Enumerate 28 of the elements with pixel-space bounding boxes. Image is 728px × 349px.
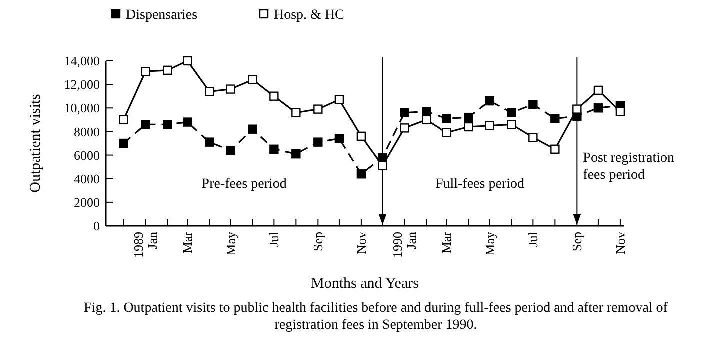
y-tick-label: 10,000 xyxy=(64,100,100,116)
x-tick-label: Nov xyxy=(354,232,369,254)
x-tick-label: Jul xyxy=(526,232,541,248)
y-tick-label: 2000 xyxy=(74,194,100,210)
y-tick-label: 4000 xyxy=(74,171,100,186)
x-tick-label: Mar xyxy=(439,231,454,254)
text: Fig. 1. Outpatient visits to public health facilities before and during full-fees period and after removal of registration fees in September 1990. xyxy=(84,301,668,333)
x-tick-label: 1989 Jan xyxy=(131,232,160,258)
x-tick-label: May xyxy=(482,232,498,256)
x-tick-label: Sep xyxy=(570,232,585,252)
legend-label: Dispensaries xyxy=(126,8,198,23)
annotation: Pre-fees period xyxy=(202,177,287,192)
x-tick-label: Jul xyxy=(266,232,282,248)
y-tick-label: 12,000 xyxy=(64,77,100,92)
y-axis-title: Outpatient visits xyxy=(28,94,44,193)
legend-label: Hosp. & HC xyxy=(274,8,344,23)
y-tick-label: 0 xyxy=(94,218,100,234)
y-tick-label: 14,000 xyxy=(64,54,100,69)
y-tick-label: 6000 xyxy=(74,148,100,163)
annotation: Post registration fees period xyxy=(583,151,675,183)
x-tick-label: May xyxy=(223,232,238,256)
y-tick-label: 8000 xyxy=(74,124,100,140)
x-axis-title: Months and Years xyxy=(311,276,420,292)
x-tick-label: Nov xyxy=(613,232,628,254)
x-tick-label: 1990 Jan xyxy=(390,232,419,258)
x-tick-label: Mar xyxy=(180,231,196,254)
x-tick-label: Sep xyxy=(310,232,326,252)
annotation: Full-fees period xyxy=(435,177,524,192)
